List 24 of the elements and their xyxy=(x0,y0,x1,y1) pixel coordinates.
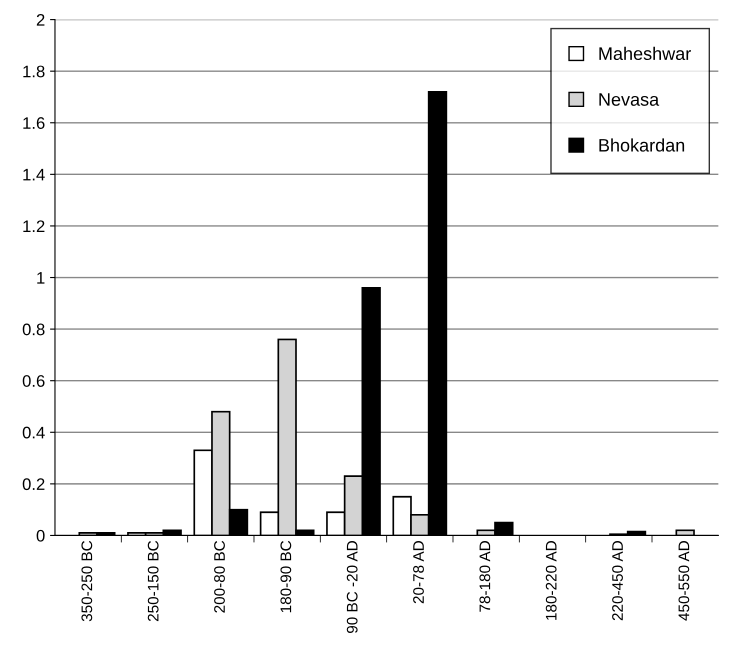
y-tick-label: 0.8 xyxy=(22,324,45,336)
x-tick-label: 180-220 AD xyxy=(546,541,557,620)
y-tick-label: 0.2 xyxy=(22,478,44,490)
x-tick-label: 20-78 AD xyxy=(413,541,424,604)
y-tick-label: 1.6 xyxy=(23,117,45,129)
legend-label: Nevasa xyxy=(599,93,660,106)
x-tick-label: 180-90 BC xyxy=(280,540,292,612)
legend-label: Bhokardan xyxy=(599,138,684,152)
y-tick-label: 0.4 xyxy=(22,426,45,438)
x-tick-label: 220-450 AD xyxy=(612,541,623,620)
legend-label: Maheshwar xyxy=(599,46,691,60)
x-tick-label: 450-550 AD xyxy=(678,541,690,621)
y-tick-label: 0.6 xyxy=(22,375,45,387)
y-tick-label: 1 xyxy=(37,272,44,284)
y-tick-label: 1.4 xyxy=(23,168,45,180)
y-tick-label: 1.2 xyxy=(23,220,44,232)
x-tick-label: 250-150 BC xyxy=(148,540,159,622)
x-tick-label: 350-250 BC xyxy=(81,540,92,622)
y-tick-label: 1.8 xyxy=(23,66,45,78)
x-tick-label: 78-180 AD xyxy=(479,541,490,612)
y-tick-label: 0 xyxy=(36,530,45,542)
y-tick-label: 2 xyxy=(36,14,44,26)
x-tick-label: 90 BC -20 AD xyxy=(346,541,358,634)
x-tick-label: 200-80 BC xyxy=(214,540,225,613)
